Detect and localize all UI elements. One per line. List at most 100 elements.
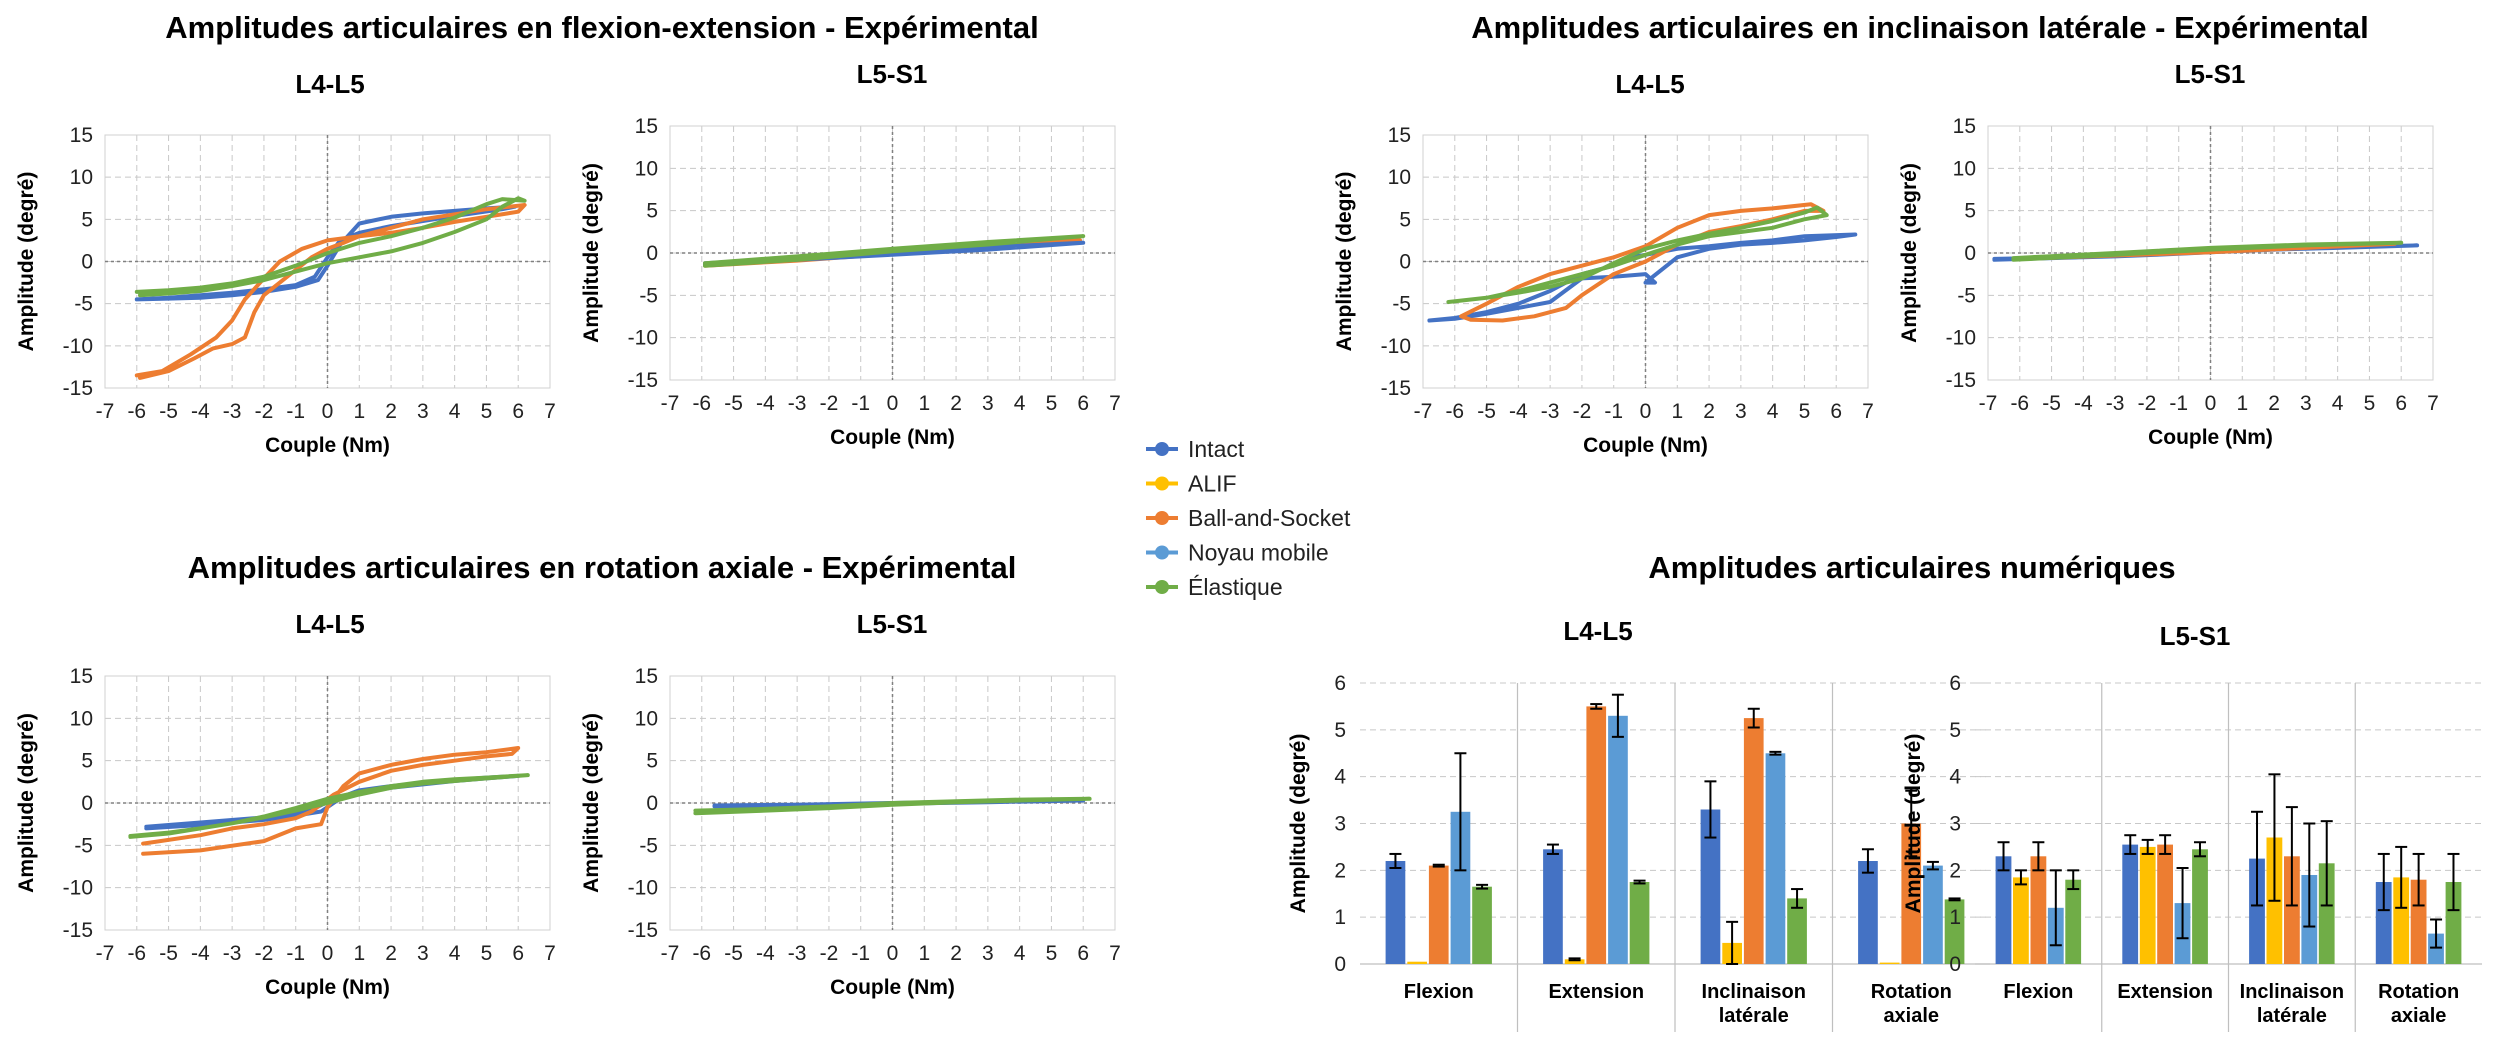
legend: Intact ALIF Ball-and-Socket Noyau mobile Éla… <box>1146 436 1351 600</box>
chart-title: L5-S1 <box>857 609 928 639</box>
bar-intact <box>1385 861 1406 964</box>
legend-marker <box>1155 511 1169 525</box>
y-tick-label: 3 <box>1334 813 1346 836</box>
series-line--lastique <box>1446 205 1829 304</box>
x-tick-label: 3 <box>1735 400 1747 423</box>
x-tick-label: 4 <box>2332 392 2344 415</box>
bar-noyau-mobile <box>2428 933 2444 964</box>
y-tick-label: -10 <box>1946 327 1976 350</box>
y-tick-label: -5 <box>74 293 93 316</box>
y-tick-label: -10 <box>1381 335 1411 358</box>
x-tick-label: 3 <box>982 392 994 415</box>
x-tick-label: 1 <box>918 392 930 415</box>
bar-intact <box>1543 849 1563 964</box>
x-tick-label: -7 <box>96 400 115 423</box>
y-tick-label: 15 <box>635 115 658 138</box>
legend-item-ball-and-socket: Ball-and-Socket <box>1146 505 1351 531</box>
x-tick-label: -1 <box>851 392 870 415</box>
x-tick-label: -3 <box>223 942 242 965</box>
category-label: Extension <box>1548 981 1644 1003</box>
legend-label: ALIF <box>1188 471 1237 497</box>
chart-lat_l4l5: L4-L5-7 -6 -5 -4 -3 -2 -1 0 1 2 3 4 5 6 7151050-5-10-1… <box>1333 69 1874 457</box>
section-title-lateral: Amplitudes articulaires en inclinaison l… <box>1471 10 2369 45</box>
category-label: Inclinaison latérale <box>1702 981 1806 1027</box>
x-tick-label: -7 <box>1414 400 1433 423</box>
x-tick-label: -3 <box>788 942 807 965</box>
x-tick-label: 4 <box>1767 400 1779 423</box>
bar--lastique <box>1787 898 1807 964</box>
x-tick-label: -5 <box>724 942 743 965</box>
bar-noyau-mobile <box>1450 811 1471 964</box>
bar-alif <box>1879 962 1900 964</box>
y-axis-label: Amplitude (degré) <box>1902 734 1925 914</box>
x-tick-label: 7 <box>1109 392 1121 415</box>
y-tick-label: 5 <box>81 208 93 231</box>
legend-item-noyau-mobile: Noyau mobile <box>1146 540 1329 566</box>
bar-alif <box>2393 877 2410 964</box>
x-tick-label: -7 <box>96 942 115 965</box>
x-tick-label: 0 <box>887 942 899 965</box>
legend-item-alif: ALIF <box>1146 471 1237 497</box>
x-axis-label: Couple (Nm) <box>265 976 390 999</box>
bar-ball-and-socket <box>1901 823 1922 964</box>
y-tick-label: 15 <box>635 665 658 688</box>
x-tick-label: 6 <box>1830 400 1842 423</box>
y-tick-label: -5 <box>74 834 93 857</box>
y-tick-label: -15 <box>628 919 658 942</box>
y-tick-label: 15 <box>1953 115 1976 138</box>
x-tick-label: 2 <box>385 942 397 965</box>
category-label: Inclinaison latérale <box>2240 981 2344 1027</box>
section-title-axial: Amplitudes articulaires en rotation axia… <box>188 550 1017 585</box>
x-tick-label: 2 <box>950 392 962 415</box>
y-tick-label: 10 <box>1388 166 1411 189</box>
y-tick-label: 6 <box>1949 672 1961 695</box>
x-tick-label: 2 <box>950 942 962 965</box>
chart-lat_l5s1: L5-S1-7 -6 -5 -4 -3 -2 -1 0 1 2 3 4 5 6 7151050-5-10-1… <box>1898 59 2439 449</box>
x-tick-label: -3 <box>2106 392 2125 415</box>
chart-title: L4-L5 <box>1615 69 1684 99</box>
x-tick-label: -1 <box>1604 400 1623 423</box>
x-tick-label: -4 <box>191 942 210 965</box>
y-tick-label: -10 <box>63 335 93 358</box>
x-tick-label: 7 <box>1109 942 1121 965</box>
y-tick-label: 10 <box>635 707 658 730</box>
x-tick-label: -1 <box>2169 392 2188 415</box>
x-tick-label: -2 <box>1573 400 1592 423</box>
y-tick-label: 0 <box>81 251 93 274</box>
chart-ax_l5s1: L5-S1-7 -6 -5 -4 -3 -2 -1 0 1 2 3 4 5 6 7151050-5-10-1… <box>580 609 1121 999</box>
y-tick-label: 15 <box>1388 124 1411 147</box>
y-tick-label: 10 <box>1953 157 1976 180</box>
y-tick-label: -5 <box>1392 293 1411 316</box>
x-tick-label: 6 <box>1077 942 1089 965</box>
x-tick-label: 3 <box>982 942 994 965</box>
x-axis-label: Couple (Nm) <box>265 434 390 457</box>
x-tick-label: 7 <box>1862 400 1874 423</box>
y-axis-label: Amplitude (degré) <box>580 163 603 343</box>
bar-alif <box>2013 877 2029 964</box>
y-tick-label: -10 <box>628 327 658 350</box>
y-tick-label: -15 <box>1381 377 1411 400</box>
chart-title: L4-L5 <box>295 69 364 99</box>
x-tick-label: 3 <box>2300 392 2312 415</box>
bar-noyau-mobile <box>1608 715 1628 964</box>
x-tick-label: -2 <box>2138 392 2157 415</box>
y-tick-label: 0 <box>1334 953 1346 976</box>
x-tick-label: 5 <box>2364 392 2376 415</box>
y-tick-label: -15 <box>63 919 93 942</box>
bar-intact <box>2249 858 2265 964</box>
x-tick-label: 2 <box>2268 392 2280 415</box>
x-tick-label: 5 <box>481 400 493 423</box>
x-tick-label: -2 <box>820 942 839 965</box>
x-tick-label: -4 <box>191 400 210 423</box>
chart-num_l4l5: L4-L5 6 5 4 3 2 1 0 Amplitude (degré) Flexion Exte… <box>1287 616 1990 1032</box>
chart-fe_l5s1: L5-S1-7 -6 -5 -4 -3 -2 -1 0 1 2 3 4 5 6 7151050-5-10-1… <box>580 59 1121 449</box>
section-title-flexion: Amplitudes articulaires en flexion-exten… <box>165 10 1038 45</box>
section-title-numeric: Amplitudes articulaires numériques <box>1648 550 2175 585</box>
y-tick-label: 4 <box>1949 766 1961 789</box>
x-tick-label: 6 <box>1077 392 1089 415</box>
x-tick-label: 3 <box>417 942 429 965</box>
y-axis-label: Amplitude (degré) <box>1287 734 1310 914</box>
x-tick-label: 5 <box>1799 400 1811 423</box>
y-tick-label: 15 <box>70 124 93 147</box>
x-tick-label: 5 <box>481 942 493 965</box>
